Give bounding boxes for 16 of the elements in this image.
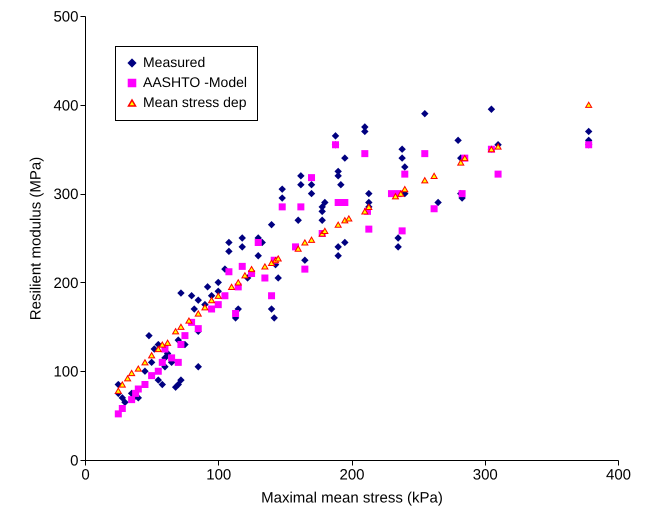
x-tick-label: 400 [606,466,632,484]
legend-label: Mean stress dep [143,94,247,110]
y-tick-label: 500 [53,8,78,26]
y-axis-title: Resilient modulus (MPa) [27,156,44,320]
y-tick-label: 100 [53,364,78,381]
x-tick-label: 100 [206,466,232,484]
x-tick-label: 200 [339,466,365,484]
x-axis-title: Maximal mean stress (kPa) [261,490,443,506]
legend-label: Measured [143,54,206,70]
y-tick-label: 400 [53,97,78,114]
x-tick-label: 0 [81,466,90,484]
y-tick-label: 200 [53,274,78,292]
y-tick-label: 300 [53,186,78,204]
y-tick-label: 0 [70,452,78,470]
x-tick-label: 300 [472,466,498,484]
legend-label: AASHTO -Model [143,74,247,90]
